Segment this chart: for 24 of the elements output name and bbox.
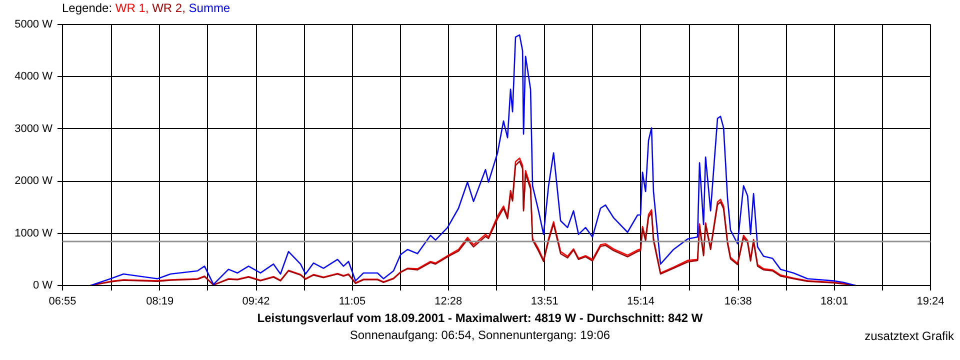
legend-title: Legende: <box>62 1 112 15</box>
y-tick-label: 0 W <box>32 280 54 292</box>
line-series <box>90 34 856 286</box>
text: WR 2, <box>152 1 186 15</box>
text: Summe <box>188 1 230 15</box>
x-tick-label: 13:51 <box>530 296 558 308</box>
x-tick-label: 15:14 <box>627 296 655 308</box>
text: WR 1, <box>115 1 149 15</box>
x-tick-label: 16:38 <box>724 296 752 308</box>
y-tick-label: 4000 W <box>14 70 54 83</box>
y-tick-label: 3000 W <box>14 122 54 135</box>
text: zusatztext Grafik <box>864 328 954 345</box>
y-tick-label: 5000 W <box>14 18 54 30</box>
x-tick-label: 09:42 <box>242 296 270 308</box>
text: Leistungsverlauf vom 18.09.2001 - Maximalwert: 4819 W - Durchschnitt: 842 W <box>256 310 704 327</box>
x-tick-label: 08:19 <box>146 296 174 308</box>
y-tick-label: 2000 W <box>14 175 54 188</box>
text: Sonnenaufgang: 06:54, Sonnenuntergang: 19:06 <box>350 328 610 342</box>
x-tick-label: 11:05 <box>338 296 366 308</box>
x-tick-label: 06:55 <box>48 296 76 308</box>
x-tick-label: 18:01 <box>820 296 848 308</box>
y-tick-label: 1000 W <box>14 227 54 240</box>
x-tick-label: 12:28 <box>434 296 462 308</box>
x-tick-label: 19:24 <box>916 296 944 308</box>
